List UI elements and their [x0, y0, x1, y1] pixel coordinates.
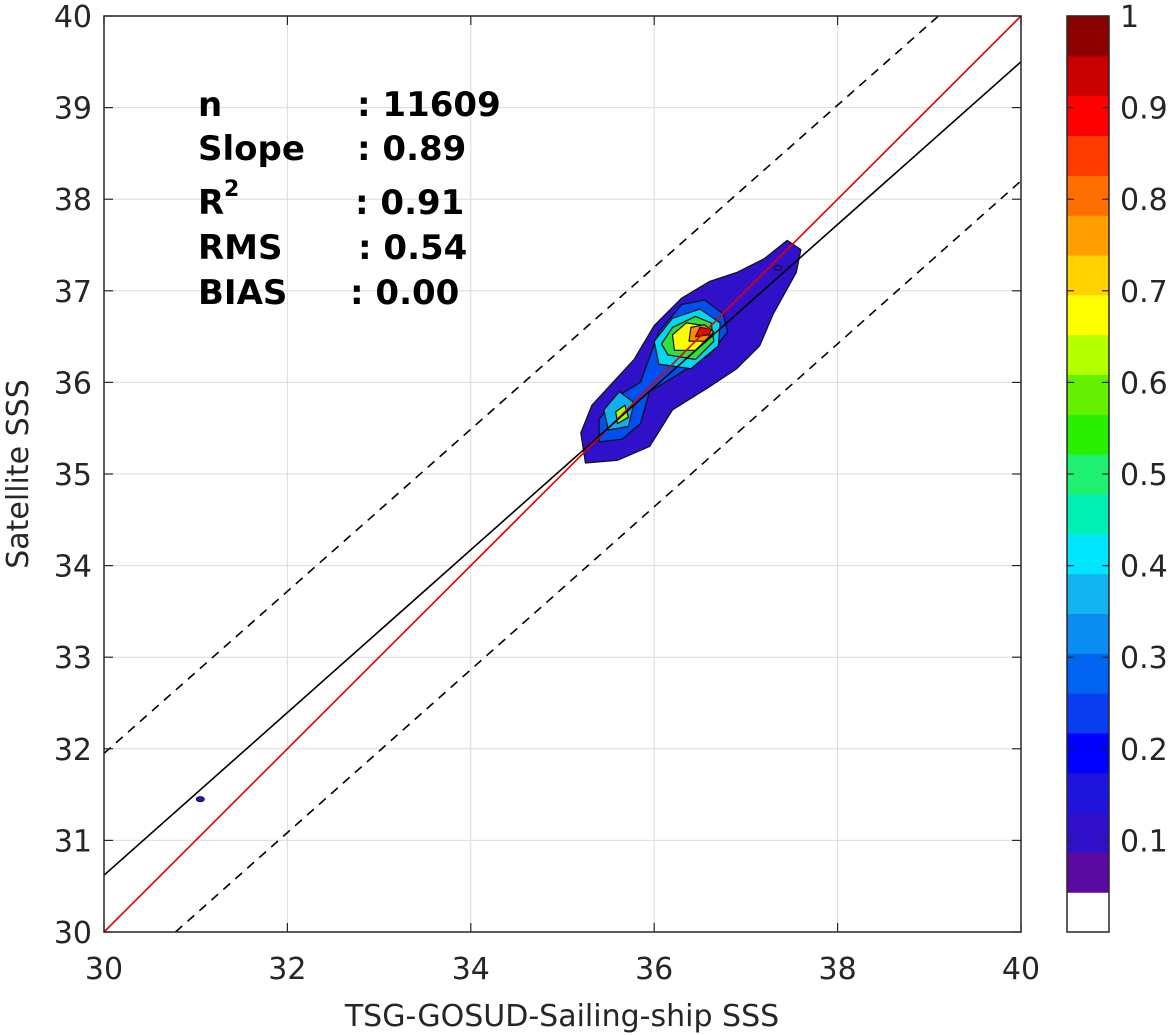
x-tick-label: 34: [452, 952, 490, 987]
y-tick-label: 31: [54, 824, 92, 859]
colorbar-segment: [1067, 533, 1109, 575]
stat-r2-label: R: [198, 183, 224, 223]
colorbar-tick-label: 0.2: [1120, 733, 1168, 768]
colorbar-segment: [1067, 294, 1109, 336]
colorbar-segment: [1067, 254, 1109, 296]
y-tick-label: 34: [54, 550, 92, 585]
outlier-points: [195, 264, 783, 803]
colorbar-segment: [1067, 334, 1109, 376]
axis-ticks: [103, 15, 1022, 933]
stat-n-label: n: [198, 85, 222, 125]
stat-r2-superscript: 2: [224, 177, 239, 202]
stats-annotation: n : 11609 Slope : 0.89 R 2 : 0.91 RMS : …: [198, 85, 501, 313]
y-tick-label: 39: [54, 92, 92, 127]
colorbar-segment: [1067, 573, 1109, 614]
colorbar-segment: [1067, 772, 1109, 814]
y-tick-label: 35: [54, 458, 92, 493]
colorbar-tick-label: 0.9: [1120, 92, 1168, 127]
colorbar-tick-label: 0.1: [1120, 824, 1168, 859]
colorbar: [1066, 15, 1110, 933]
x-axis-label: TSG-GOSUD-Sailing-ship SSS: [344, 999, 779, 1034]
x-tick-label: 40: [1002, 952, 1040, 987]
fit-line: [103, 61, 1022, 876]
colorbar-tick-label: 0.3: [1120, 641, 1168, 676]
y-tick-label: 40: [54, 0, 92, 35]
colorbar-segment: [1067, 693, 1109, 734]
y-tick-label: 38: [54, 183, 92, 218]
colorbar-tick-label: 0.8: [1120, 183, 1168, 218]
colorbar-segment: [1067, 732, 1109, 774]
colorbar-segment: [1067, 613, 1109, 654]
colorbar-segment: [1067, 175, 1109, 216]
x-tick-label: 36: [635, 952, 673, 987]
colorbar-tick-label: 0.7: [1120, 275, 1168, 310]
colorbar-segment: [1067, 852, 1109, 893]
y-tick-labels: 30 31 32 33 34 35 36 37 38 39 40: [54, 0, 92, 951]
stat-r2-value: : 0.91: [355, 183, 464, 223]
y-tick-label: 36: [54, 366, 92, 401]
lower-bound-line: [174, 180, 1022, 933]
stat-bias-label: BIAS: [198, 273, 287, 313]
reference-lines: [103, 15, 1022, 933]
stat-rms-label: RMS: [198, 228, 283, 268]
stat-rms-value: : 0.54: [358, 228, 467, 268]
x-tick-label: 32: [268, 952, 306, 987]
colorbar-segment: [1067, 493, 1109, 535]
colorbar-segment: [1067, 135, 1109, 176]
colorbar-segment: [1067, 892, 1109, 933]
stat-bias-value: : 0.00: [350, 273, 459, 313]
density-contours: [580, 239, 802, 464]
stat-slope-label: Slope: [198, 129, 305, 169]
colorbar-segment: [1067, 653, 1109, 694]
colorbar-segment: [1067, 16, 1109, 57]
outlier-point: [773, 264, 783, 271]
colorbar-segment: [1067, 414, 1109, 455]
x-tick-label: 30: [85, 952, 123, 987]
colorbar-segment: [1067, 95, 1109, 137]
y-tick-label: 32: [54, 733, 92, 768]
y-tick-label: 37: [54, 275, 92, 310]
y-axis-label: Satellite SSS: [1, 379, 36, 569]
colorbar-segment: [1067, 215, 1109, 256]
x-tick-label: 38: [819, 952, 857, 987]
colorbar-tick-label: 0.4: [1120, 550, 1168, 585]
colorbar-segment: [1067, 374, 1109, 415]
outlier-point: [195, 796, 205, 803]
stat-n-value: : 11609: [357, 85, 501, 125]
colorbar-tick-labels: 0.1 0.2 0.3 0.4 0.5 0.6 0.7 0.8 0.9 1: [1067, 0, 1168, 859]
colorbar-tick-label: 0.5: [1120, 458, 1168, 493]
x-tick-labels: 30 32 34 36 38 40: [85, 952, 1040, 987]
stat-slope-value: : 0.89: [357, 129, 466, 169]
colorbar-tick-label: 0.6: [1120, 366, 1168, 401]
y-tick-label: 30: [54, 916, 92, 951]
identity-line: [103, 15, 1022, 933]
colorbar-segment: [1067, 55, 1109, 97]
y-tick-label: 33: [54, 641, 92, 676]
colorbar-segment: [1067, 812, 1109, 853]
colorbar-tick-label: 1: [1120, 0, 1139, 35]
